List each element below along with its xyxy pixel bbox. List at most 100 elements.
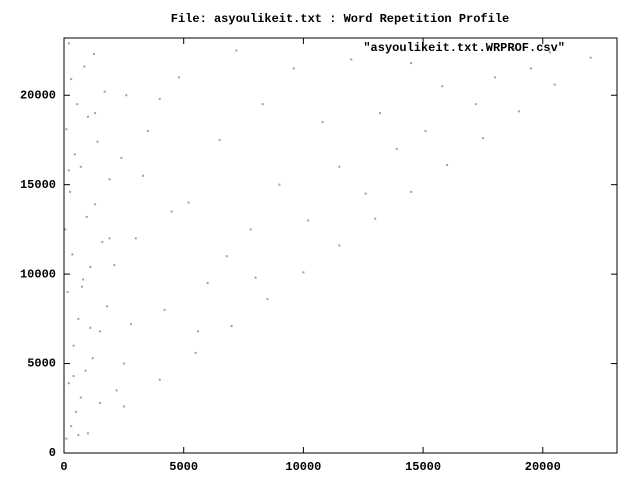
point — [170, 210, 173, 213]
point — [103, 90, 106, 93]
y-tick-label: 0 — [49, 446, 56, 460]
point — [68, 190, 71, 193]
point — [66, 291, 69, 294]
point — [106, 305, 109, 308]
point — [441, 85, 444, 88]
point — [67, 169, 70, 172]
point — [73, 153, 76, 156]
x-tick-label: 0 — [60, 460, 67, 474]
y-tick-label: 20000 — [20, 88, 56, 102]
point — [96, 140, 99, 143]
point — [548, 51, 551, 54]
point — [65, 437, 68, 440]
point — [517, 110, 520, 113]
point — [115, 389, 118, 392]
point — [65, 128, 68, 131]
point — [67, 382, 70, 385]
point — [122, 362, 125, 365]
point — [292, 67, 295, 70]
x-tick-label: 20000 — [525, 460, 561, 474]
point — [122, 405, 125, 408]
point — [72, 344, 75, 347]
point — [125, 94, 128, 97]
point — [553, 83, 556, 86]
point — [187, 201, 190, 204]
point — [76, 103, 79, 106]
point — [158, 97, 161, 100]
point — [94, 203, 97, 206]
chart-title: File: asyoulikeit.txt : Word Repetition … — [171, 12, 509, 26]
legend-label: "asyoulikeit.txt.WRPROF.csv" — [363, 41, 565, 55]
point — [350, 58, 353, 61]
point — [94, 112, 97, 115]
point — [89, 326, 92, 329]
point — [71, 253, 74, 256]
point — [101, 240, 104, 243]
point — [410, 62, 413, 65]
point — [113, 264, 116, 267]
point — [120, 156, 123, 159]
point — [218, 138, 221, 141]
point — [158, 378, 161, 381]
point — [130, 323, 133, 326]
point — [410, 190, 413, 193]
point — [67, 42, 70, 45]
point — [146, 130, 149, 133]
point — [338, 165, 341, 168]
point — [74, 410, 77, 413]
point — [458, 44, 460, 47]
point — [197, 330, 200, 333]
x-tick-label: 10000 — [285, 460, 321, 474]
point — [364, 192, 367, 195]
point — [86, 115, 89, 118]
point — [374, 217, 377, 220]
point — [70, 425, 73, 428]
point — [266, 298, 269, 301]
point — [513, 47, 516, 50]
point — [446, 164, 449, 167]
y-tick-label: 10000 — [20, 267, 56, 281]
plot-border — [63, 37, 618, 454]
point — [338, 244, 341, 247]
point — [230, 324, 233, 327]
x-tick-label: 15000 — [405, 460, 441, 474]
x-tick-label: 5000 — [169, 460, 198, 474]
point — [83, 65, 86, 68]
point — [206, 282, 209, 285]
y-tick-label: 15000 — [20, 178, 56, 192]
point — [307, 219, 310, 222]
point — [321, 121, 324, 124]
point — [64, 228, 67, 231]
point — [225, 255, 228, 258]
point — [424, 130, 427, 133]
point — [474, 103, 477, 106]
point — [91, 357, 94, 360]
point — [89, 265, 92, 268]
point — [79, 396, 82, 399]
point — [302, 271, 305, 274]
point — [235, 49, 238, 52]
point — [142, 174, 144, 177]
point — [261, 103, 264, 106]
point — [589, 56, 592, 59]
point — [481, 137, 484, 140]
point — [98, 330, 101, 333]
point — [77, 317, 80, 320]
point — [77, 434, 80, 437]
point — [395, 147, 398, 150]
point — [82, 278, 85, 281]
point — [70, 78, 73, 81]
point — [85, 215, 88, 218]
point — [134, 237, 137, 240]
point — [194, 351, 197, 354]
point — [86, 432, 89, 435]
point — [493, 76, 496, 79]
point — [92, 53, 95, 56]
point — [249, 228, 252, 231]
point — [98, 401, 101, 404]
point — [108, 237, 111, 240]
point — [79, 165, 82, 168]
